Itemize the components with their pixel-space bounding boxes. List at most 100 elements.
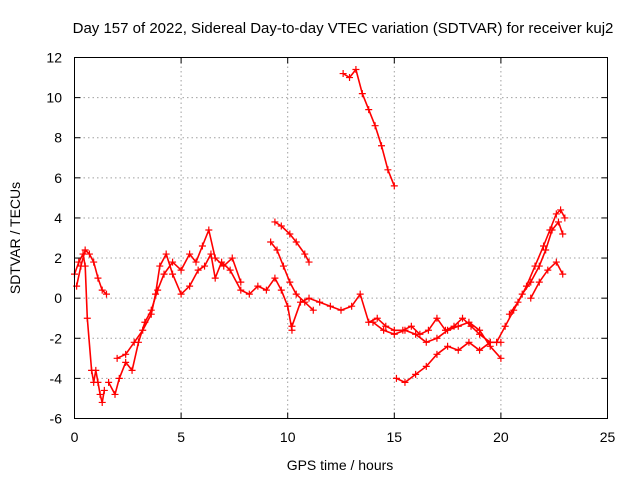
data-point [401,378,409,386]
data-point [85,250,93,258]
data-point [422,338,430,346]
data-point [454,322,462,330]
data-point [493,338,501,346]
data-point [371,122,379,130]
data-point [326,302,334,310]
data-point [465,318,473,326]
x-tick-label: 10 [280,429,296,445]
data-point [98,398,106,406]
data-point [218,258,226,266]
y-tick-label: 6 [54,170,62,186]
data-point [94,378,102,386]
data-point [90,258,98,266]
series-trace [342,68,396,187]
chart-title: Day 157 of 2022, Sidereal Day-to-day VTE… [73,20,614,37]
series-track-2 [73,246,110,298]
y-tick-label: -2 [50,330,63,346]
x-axis-label: GPS time / hours [287,457,394,473]
data-point [130,338,138,346]
series-track-7 [288,290,505,346]
data-point [98,286,106,294]
data-point [262,286,270,294]
series-track-4 [113,250,296,362]
data-point [77,262,85,270]
data-point [424,326,432,334]
data-point [186,250,194,258]
data-point [369,318,377,326]
data-point [169,258,177,266]
data-point [339,70,347,78]
y-tick-label: -6 [50,411,63,427]
series-track-1 [71,250,108,406]
axis-ticks: 0 5 10 15 20 25 -6 -4 -2 0 2 4 6 8 10 12 [46,50,615,446]
data-point [207,250,215,258]
data-point [201,262,209,270]
data-point [105,378,113,386]
data-point [279,262,287,270]
data-point [75,258,83,266]
series-track-9 [392,338,494,386]
data-point [346,74,354,82]
data-point [286,278,294,286]
data-point [198,242,206,250]
data-point [554,218,562,226]
data-point [531,262,539,270]
data-point [96,390,104,398]
data-point [433,334,441,342]
data-point [546,226,554,234]
y-tick-label: 2 [54,250,62,266]
data-point [444,326,452,334]
y-tick-label: 8 [54,130,62,146]
x-tick-label: 5 [177,429,185,445]
data-point [476,326,484,334]
data-point [305,258,313,266]
data-point [226,266,234,274]
series-track-13 [527,258,567,302]
data-point [292,238,300,246]
data-point [559,230,567,238]
data-point [384,166,392,174]
data-point [305,294,313,302]
y-tick-label: 10 [46,90,62,106]
y-axis-label: SDTVAR / TECUs [7,182,23,294]
data-point [522,282,530,290]
data-point [152,290,160,298]
data-point [128,366,136,374]
x-tick-label: 20 [493,429,509,445]
data-point [286,230,294,238]
series-track-11 [493,218,567,346]
data-point [401,326,409,334]
data-point [296,298,304,306]
data-point [92,366,100,374]
y-tick-label: -4 [50,370,63,386]
data-point [514,298,522,306]
data-point [459,314,467,322]
y-tick-label: 12 [46,50,62,66]
data-point [81,246,89,254]
data-point [186,282,194,290]
series-trace [107,229,242,396]
x-tick-label: 15 [387,429,403,445]
data-point [309,306,317,314]
data-point [228,254,236,262]
data-point [390,182,398,190]
data-point [177,290,185,298]
series-track-12 [505,206,569,318]
data-point [211,254,219,262]
data-point [169,270,177,278]
data-point [544,266,552,274]
data-point [557,206,565,214]
data-point [147,310,155,318]
data-point [392,374,400,382]
data-point [535,278,543,286]
data-point [527,294,535,302]
data-point [476,346,484,354]
data-point [237,278,245,286]
series-track-8 [339,66,398,190]
data-point [194,266,202,274]
series-track-6 [271,218,313,266]
data-point [348,302,356,310]
series-trace [116,253,293,360]
grid-lines [74,57,608,419]
